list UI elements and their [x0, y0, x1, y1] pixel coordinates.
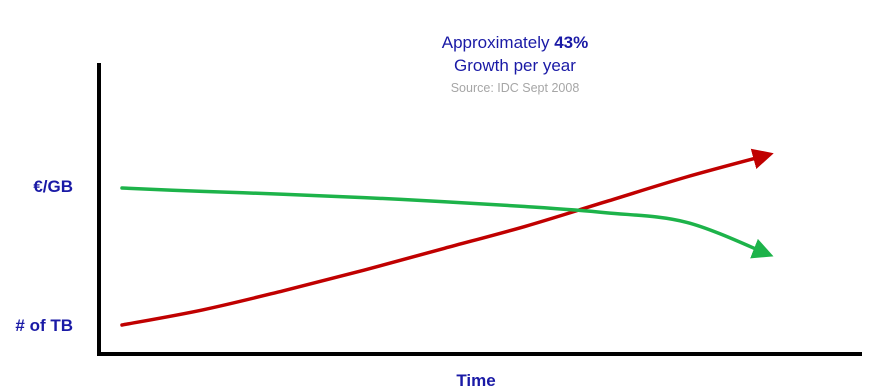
series-line-tb [120, 148, 774, 327]
annotation-prefix: Approximately [442, 33, 554, 52]
annotation-line2: Growth per year [454, 56, 576, 75]
annotation-growth: Approximately 43% [442, 33, 588, 52]
annotation-growth-value: 43% [554, 33, 588, 52]
y-label-price: €/GB [33, 177, 73, 196]
series-line-price [120, 186, 774, 259]
annotation-source: Source: IDC Sept 2008 [451, 81, 580, 95]
x-label-time: Time [456, 371, 495, 390]
y-label-tb: # of TB [15, 316, 73, 335]
